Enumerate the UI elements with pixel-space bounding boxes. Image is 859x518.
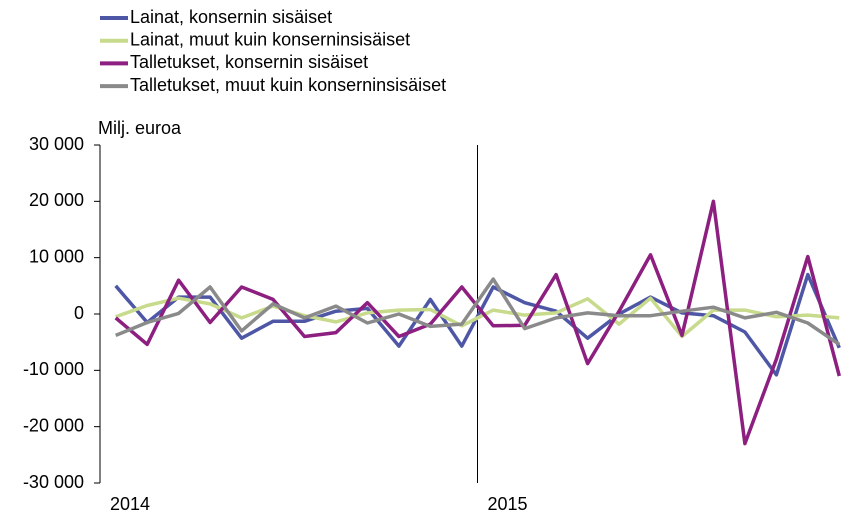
x-tick-label: 2015 <box>488 494 528 514</box>
legend-label: Talletukset, muut kuin konserninsisäiset <box>130 75 446 95</box>
series-line <box>114 199 841 446</box>
y-axis-label: Milj. euroa <box>98 118 182 138</box>
y-tick-label: 0 <box>74 303 84 323</box>
legend-label: Lainat, konsernin sisäiset <box>130 7 332 27</box>
y-tick-label: 30 000 <box>29 134 84 154</box>
y-tick-label: -10 000 <box>23 359 84 379</box>
legend-label: Talletukset, konsernin sisäiset <box>130 52 368 72</box>
x-tick-label: 2014 <box>110 494 150 514</box>
y-tick-label: 10 000 <box>29 246 84 266</box>
y-tick-label: 20 000 <box>29 190 84 210</box>
series-line <box>115 277 841 346</box>
y-tick-label: -30 000 <box>23 472 84 492</box>
y-tick-label: -20 000 <box>23 415 84 435</box>
legend-label: Lainat, muut kuin konserninsisäiset <box>130 29 410 49</box>
